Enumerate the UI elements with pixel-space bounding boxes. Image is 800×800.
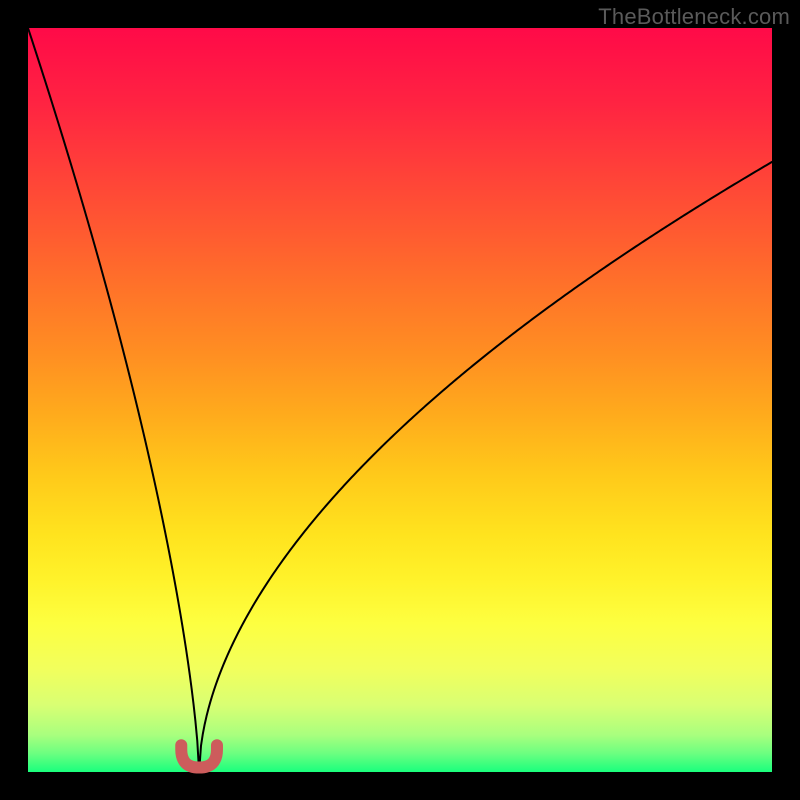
plot-background — [28, 28, 772, 772]
chart-stage: TheBottleneck.com — [0, 0, 800, 800]
watermark-text: TheBottleneck.com — [598, 4, 790, 30]
bottleneck-chart — [0, 0, 800, 800]
